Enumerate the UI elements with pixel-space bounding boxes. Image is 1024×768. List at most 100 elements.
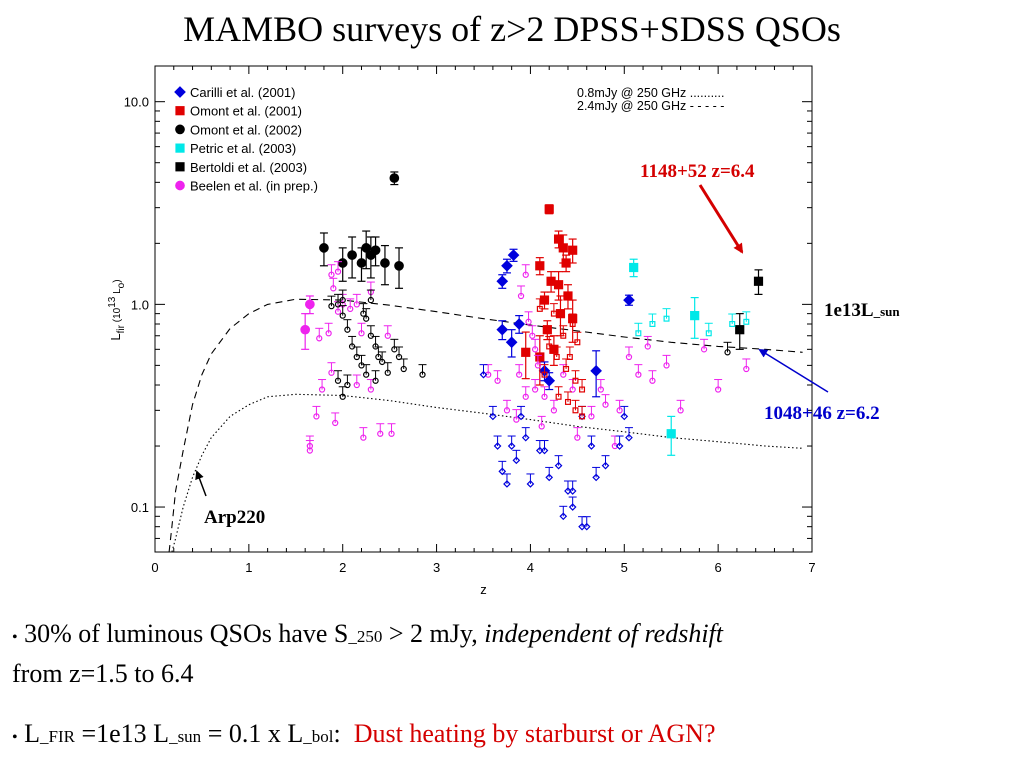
upper-limit-point	[541, 371, 548, 378]
upper-limit-point	[328, 369, 335, 376]
upper-limit-point	[724, 349, 731, 356]
upper-limit-point	[569, 321, 576, 328]
upper-limit-point	[334, 377, 342, 384]
arrow-1048	[758, 348, 829, 393]
upper-limit-point	[344, 326, 351, 333]
y-tick-label: 10.0	[124, 95, 149, 110]
data-point	[513, 318, 526, 330]
upper-limit-point	[516, 371, 523, 378]
upper-limit-point	[498, 467, 507, 476]
legend-marker	[175, 124, 185, 135]
upper-limit-point	[358, 330, 365, 337]
upper-limit-point	[601, 461, 610, 470]
data-point	[553, 280, 564, 290]
upper-limit-point	[553, 353, 560, 360]
y-tick-label: 0.1	[131, 500, 149, 515]
plot-frame	[154, 65, 813, 553]
upper-limit-point	[579, 413, 586, 420]
data-point	[544, 204, 554, 214]
upper-limit-point	[700, 346, 708, 353]
data-point	[389, 173, 400, 183]
x-tick-label: 5	[621, 560, 628, 575]
data-point	[496, 275, 509, 288]
upper-limit-point	[616, 407, 623, 414]
upper-limit-point	[384, 332, 391, 339]
upper-limit-point	[358, 362, 365, 369]
annotation-1048: 1048+46 z=6.2	[764, 403, 880, 424]
upper-limit-point	[560, 371, 567, 378]
upper-limit-point	[316, 335, 323, 342]
data-point	[542, 325, 552, 335]
data-point	[319, 243, 329, 253]
data-point	[370, 245, 381, 256]
data-point	[356, 258, 367, 268]
data-point	[563, 291, 573, 301]
upper-limit-point	[677, 407, 684, 414]
upper-limit-point	[517, 292, 525, 300]
upper-limit-point	[545, 473, 554, 482]
upper-limit-point	[529, 332, 536, 339]
upper-limit-point	[705, 330, 712, 337]
upper-limit-point	[534, 362, 542, 369]
upper-limit-point	[494, 377, 501, 384]
data-point	[505, 336, 518, 349]
bullet-1-line2: from z=1.5 to 6.4	[12, 659, 194, 688]
bullet-2-s2: _sun	[169, 727, 202, 746]
data-point	[539, 295, 550, 305]
data-point	[735, 325, 745, 335]
upper-limit-point	[578, 522, 586, 531]
data-point	[543, 374, 556, 387]
legend: Carilli et al. (2001) Omont et al. (2001)…	[190, 85, 724, 194]
bullet-1-text-a: 30% of luminous QSOs have S	[24, 619, 349, 648]
legend-marker	[175, 180, 185, 191]
data-point	[561, 258, 571, 268]
data-point	[496, 323, 509, 336]
x-tick-label: 7	[808, 560, 815, 575]
upper-limit-point	[572, 407, 579, 414]
data-point	[753, 276, 764, 286]
bullet-2-t1: L	[24, 719, 40, 748]
bullet-2-s3: _bol	[303, 727, 334, 746]
upper-limit-point	[579, 386, 586, 393]
upper-limit-point	[339, 312, 346, 319]
upper-limit-point	[536, 305, 543, 312]
upper-limit-point	[334, 268, 342, 275]
annotation-1148: 1148+52 z=6.4	[640, 161, 755, 182]
upper-limit-point	[538, 423, 545, 430]
upper-limit-point	[625, 353, 633, 361]
line-legend-entry: 2.4mJy @ 250 GHz - - - - -	[577, 99, 724, 113]
upper-limit-point	[574, 434, 581, 441]
upper-limit-point	[367, 386, 375, 393]
legend-entry: Petric et al. (2003)	[190, 141, 296, 156]
upper-limit-point	[503, 480, 511, 488]
bullet-2-s1: _FIR	[40, 727, 75, 746]
upper-limit-point	[334, 301, 342, 308]
data-point	[690, 311, 700, 321]
data-point	[380, 258, 390, 268]
x-tick-label: 3	[433, 560, 440, 575]
x-tick-label: 2	[339, 560, 346, 575]
bullet-1-text-b: > 2 mJy,	[382, 619, 485, 648]
arrow-arp220	[195, 470, 207, 497]
legend-marker	[175, 143, 185, 153]
upper-limit-point	[526, 480, 535, 488]
upper-limit-point	[522, 271, 529, 278]
upper-limit-point	[564, 398, 571, 405]
data-point	[337, 258, 348, 268]
upper-limit-point	[635, 371, 642, 378]
upper-limit-point	[531, 386, 539, 393]
upper-limit-point	[592, 473, 600, 482]
annotation-arp220: Arp220	[204, 507, 266, 528]
annotation-1e13lsun: 1e13L_sun	[824, 300, 900, 322]
upper-limit-point	[367, 296, 375, 304]
upper-limit-point	[546, 343, 553, 350]
upper-limit-point	[588, 413, 595, 420]
upper-limit-point	[566, 353, 573, 360]
legend-entry: Omont et al. (2001)	[190, 104, 302, 119]
upper-limit-point	[339, 393, 346, 400]
upper-limit-point	[559, 512, 568, 521]
upper-limit-point	[564, 487, 572, 495]
upper-limit-point	[531, 346, 539, 353]
data-point	[666, 429, 676, 439]
